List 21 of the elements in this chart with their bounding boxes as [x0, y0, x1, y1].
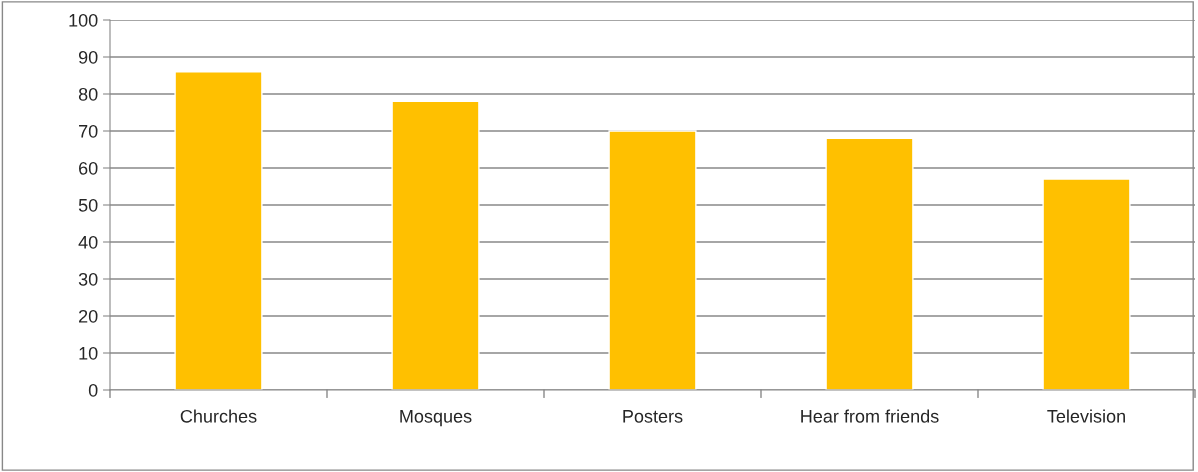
y-tick-label: 100 [69, 13, 98, 27]
y-tick-label: 90 [78, 50, 98, 64]
y-tick-label: 20 [79, 309, 98, 323]
y-tick-label: 60 [79, 161, 98, 175]
y-tick-label: 50 [78, 198, 98, 212]
x-tick-label: Television [1047, 409, 1125, 423]
y-tick-label: 70 [79, 124, 98, 138]
y-tick-label: 80 [78, 87, 98, 101]
y-tick-label: 40 [78, 235, 98, 249]
bar [174, 71, 263, 390]
y-tick-label: 0 [88, 383, 98, 397]
x-tick-label: Posters [623, 410, 683, 423]
x-tick-label: Churches [180, 409, 257, 423]
bar [391, 100, 480, 390]
y-tick-label: 30 [78, 272, 98, 286]
bar [825, 137, 914, 390]
x-tick-label: Mosques [400, 410, 472, 427]
bar [608, 130, 697, 390]
x-tick-label: Hear from friends [801, 409, 939, 423]
y-tick-label: 10 [79, 346, 98, 360]
bar [1042, 178, 1131, 390]
